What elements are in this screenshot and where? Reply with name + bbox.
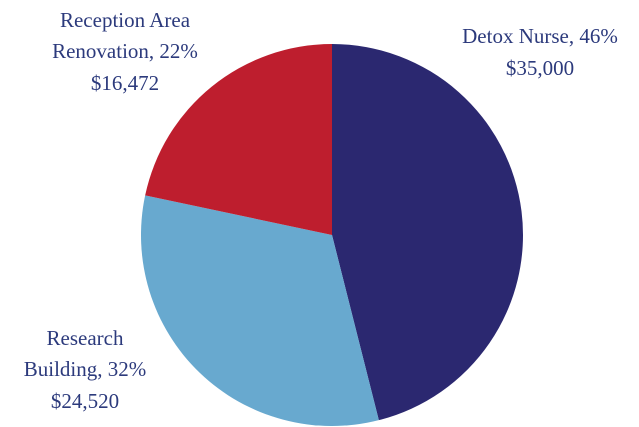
- pie-slice: [145, 44, 332, 235]
- slice-label: Renovation, 22%: [52, 39, 198, 63]
- value-label: $24,520: [51, 389, 119, 413]
- slice-label: Building, 32%: [24, 357, 147, 381]
- slice-label: Research: [47, 326, 124, 350]
- slice-label: Detox Nurse, 46%: [462, 24, 618, 48]
- value-label: $35,000: [506, 56, 574, 80]
- pie-slice: [332, 43, 524, 421]
- slice-label: Reception Area: [60, 8, 191, 32]
- value-label: $16,472: [91, 71, 159, 95]
- pie-slice: [140, 195, 379, 427]
